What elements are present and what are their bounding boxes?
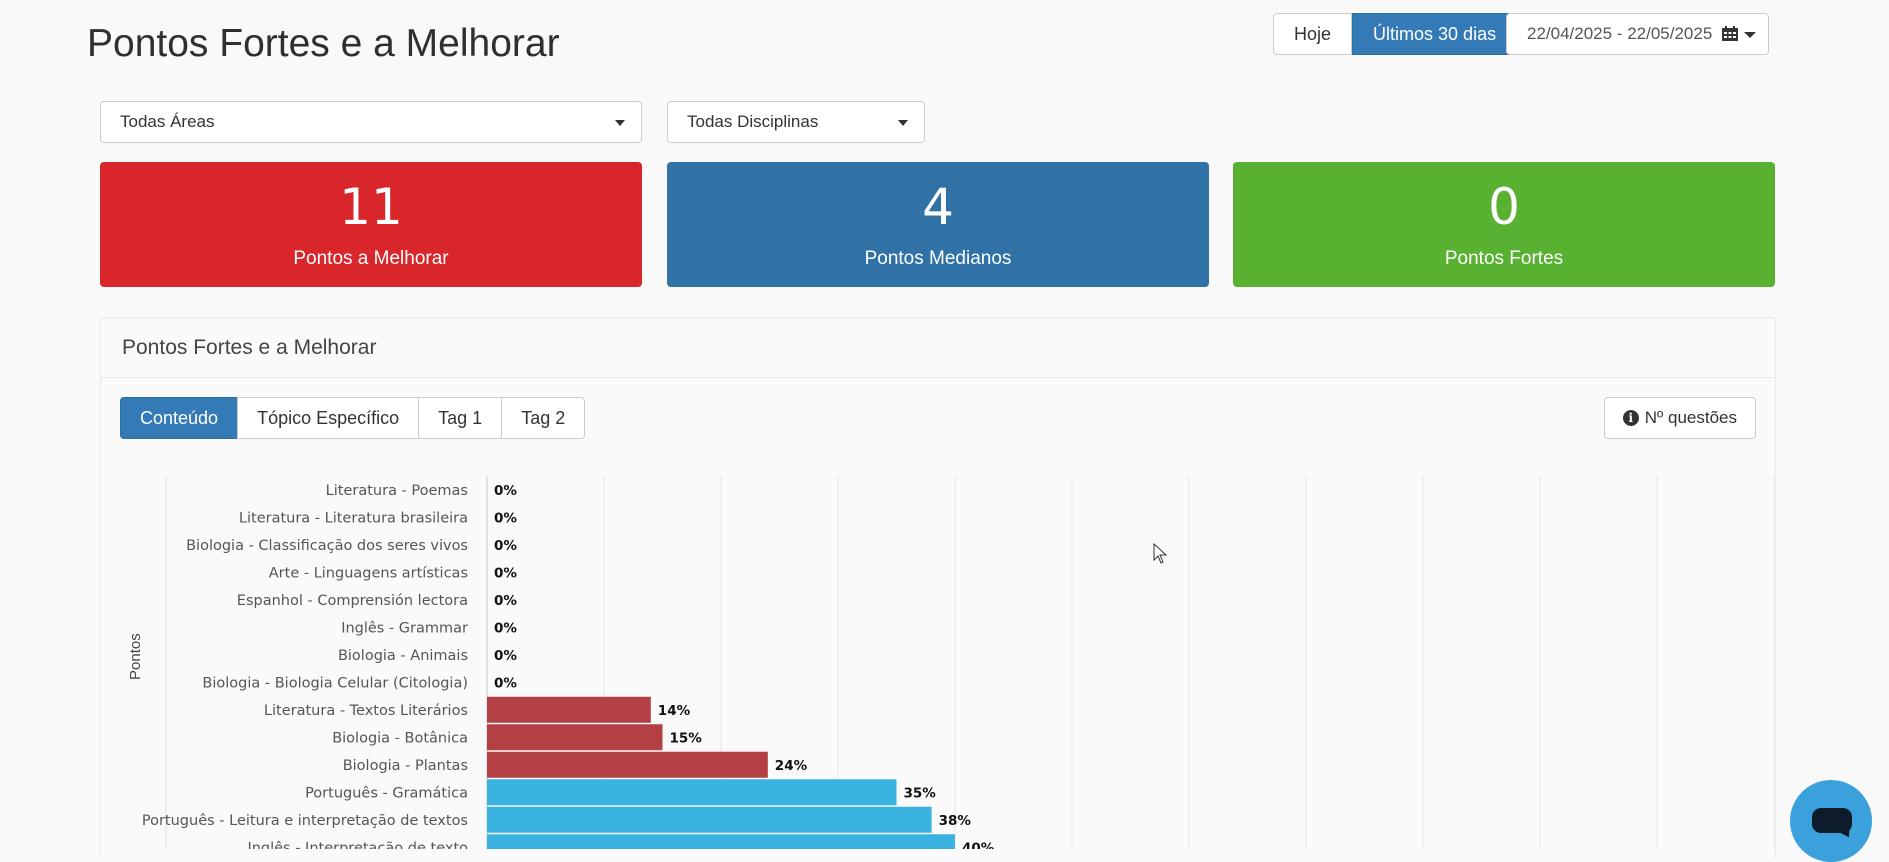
stat-value: 0 <box>1488 178 1520 236</box>
chart-value-label: 40% <box>962 840 995 849</box>
chart-bar[interactable] <box>487 806 932 833</box>
chart-value-label: 38% <box>939 813 972 829</box>
areas-select-value: Todas Áreas <box>120 112 215 131</box>
info-icon: i <box>1622 410 1639 426</box>
panel-heading: Pontos Fortes e a Melhorar <box>101 318 1775 378</box>
chart-value-label: 35% <box>904 785 937 801</box>
chevron-down-icon <box>898 120 908 126</box>
stat-value: 11 <box>339 178 403 236</box>
chart-category-label: Inglês - Interpretação de texto <box>247 840 468 849</box>
chart-category-label: Biologia - Plantas <box>343 758 468 774</box>
chevron-down-icon <box>615 120 625 126</box>
chevron-down-icon <box>1744 32 1756 38</box>
chart-category-label: Arte - Linguagens artísticas <box>269 565 468 581</box>
stat-label: Pontos Fortes <box>1444 248 1564 269</box>
stat-value: 4 <box>922 178 954 236</box>
chart-value-label: 24% <box>775 758 808 774</box>
chart-category-label: Biologia - Biologia Celular (Citologia) <box>202 675 468 691</box>
chart-category-label: Literatura - Poemas <box>326 483 468 499</box>
chart-category-label: Biologia - Botânica <box>332 730 468 746</box>
chat-icon <box>1812 808 1852 833</box>
stat-card-strong: 0 Pontos Fortes <box>1233 162 1775 287</box>
chart-category-label: Biologia - Animais <box>338 648 468 664</box>
chart-bar[interactable] <box>487 779 897 806</box>
today-button[interactable]: Hoje <box>1273 13 1353 55</box>
stat-label: Pontos Medianos <box>864 248 1012 269</box>
strengths-panel: Pontos Fortes e a Melhorar Conteúdo Tópi… <box>100 317 1776 857</box>
chart-value-label: 14% <box>658 703 691 719</box>
chart-value-label: 0% <box>494 620 517 636</box>
stat-card-weak: 11 Pontos a Melhorar <box>100 162 642 287</box>
questions-count-label: Nº questões <box>1644 408 1737 427</box>
page-title: Pontos Fortes e a Melhorar <box>87 22 560 65</box>
tab-conteudo[interactable]: Conteúdo <box>120 397 239 439</box>
view-tabs: Conteúdo Tópico Específico Tag 1 Tag 2 <box>120 397 586 439</box>
chart-value-label: 0% <box>494 593 517 609</box>
disciplinas-select-value: Todas Disciplinas <box>687 112 819 131</box>
tab-topico-especifico[interactable]: Tópico Específico <box>237 397 420 439</box>
chart-category-label: Literatura - Literatura brasileira <box>239 510 468 526</box>
chart-bar[interactable] <box>487 696 651 723</box>
chart-bar[interactable] <box>487 724 663 751</box>
calendar-icon <box>1722 26 1738 41</box>
tab-tag-1[interactable]: Tag 1 <box>418 397 503 439</box>
stat-card-medium: 4 Pontos Medianos <box>667 162 1209 287</box>
chart-category-label: Inglês - Grammar <box>341 620 468 636</box>
chart-value-label: 15% <box>670 730 703 746</box>
tab-tag-2[interactable]: Tag 2 <box>501 397 586 439</box>
date-range-text: 22/04/2025 - 22/05/2025 <box>1527 24 1713 43</box>
chart-category-label: Português - Gramática <box>305 785 468 801</box>
chart-value-label: 0% <box>494 565 517 581</box>
chart-value-label: 0% <box>494 483 517 499</box>
questions-count-button[interactable]: i Nº questões <box>1603 397 1756 439</box>
mouse-cursor-icon <box>1153 543 1168 564</box>
chart-category-label: Português - Leitura e interpretação de t… <box>142 813 468 829</box>
chart-value-label: 0% <box>494 648 517 664</box>
chart-value-label: 0% <box>494 675 517 691</box>
chart-category-label: Literatura - Textos Literários <box>264 703 468 719</box>
chart-y-axis-title: Pontos <box>127 633 144 680</box>
disciplinas-select[interactable]: Todas Disciplinas <box>667 101 925 143</box>
chat-widget-button[interactable] <box>1790 780 1872 862</box>
chart-category-label: Espanhol - Comprensión lectora <box>237 593 468 609</box>
chart-value-label: 0% <box>494 510 517 526</box>
chart-value-label: 0% <box>494 538 517 554</box>
chart-bar[interactable] <box>487 751 768 778</box>
date-range-picker[interactable]: 22/04/2025 - 22/05/2025 <box>1506 13 1769 55</box>
areas-select[interactable]: Todas Áreas <box>100 101 642 143</box>
stat-label: Pontos a Melhorar <box>293 248 449 269</box>
chart-category-label: Biologia - Classificação dos seres vivos <box>186 538 468 554</box>
chart-bar[interactable] <box>487 834 955 849</box>
